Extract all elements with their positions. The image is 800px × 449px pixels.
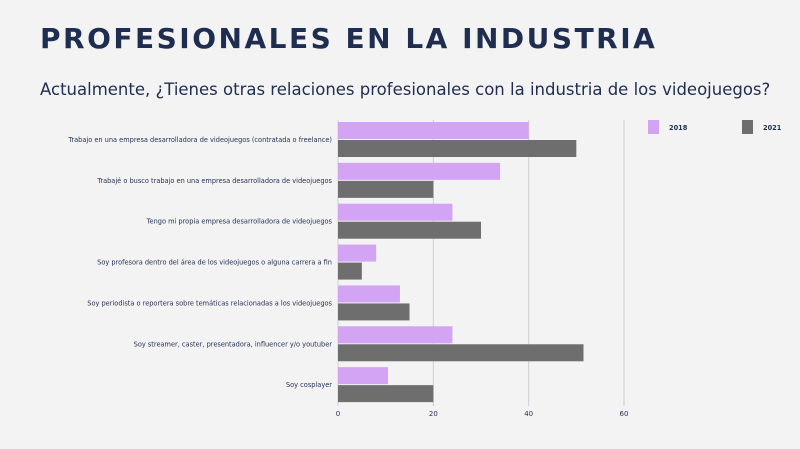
bar-2018 — [338, 285, 400, 303]
bar-2018 — [338, 244, 377, 262]
bar-2021 — [338, 385, 434, 403]
bar-2021 — [338, 180, 434, 198]
bar-2018 — [338, 203, 453, 221]
bar-2018 — [338, 122, 529, 139]
legend-label-2018: 2018 — [669, 124, 688, 132]
bar-2021 — [338, 262, 362, 280]
category-label: Trabajé o busco trabajo en una empresa d… — [96, 177, 332, 185]
x-tick-label: 60 — [620, 410, 629, 418]
category-label: Tengo mi propia empresa desarrolladora d… — [146, 218, 333, 226]
category-label: Soy profesora dentro del área de los vid… — [97, 259, 332, 267]
bar-2021 — [338, 344, 584, 362]
x-tick-label: 20 — [429, 410, 438, 418]
page-title: PROFESIONALES EN LA INDUSTRIA — [40, 22, 658, 55]
legend-swatch-2018 — [648, 120, 659, 134]
category-label: Soy cosplayer — [286, 381, 332, 389]
legend-label-2021: 2021 — [763, 124, 782, 132]
x-tick-label: 40 — [524, 410, 533, 418]
bar-2018 — [338, 367, 389, 385]
x-tick-label: 0 — [336, 410, 340, 418]
bar-2021 — [338, 221, 481, 239]
category-label: Soy periodista o reportera sobre temátic… — [87, 299, 332, 307]
page-subtitle: Actualmente, ¿Tienes otras relaciones pr… — [40, 80, 771, 99]
bar-2021 — [338, 303, 410, 321]
legend-swatch-2021 — [742, 120, 753, 134]
bar-2018 — [338, 162, 501, 180]
category-label: Soy streamer, caster, presentadora, infl… — [134, 340, 333, 348]
bar-2018 — [338, 326, 453, 344]
category-label: Trabajo en una empresa desarrolladora de… — [67, 136, 332, 144]
bar-2021 — [338, 140, 577, 157]
